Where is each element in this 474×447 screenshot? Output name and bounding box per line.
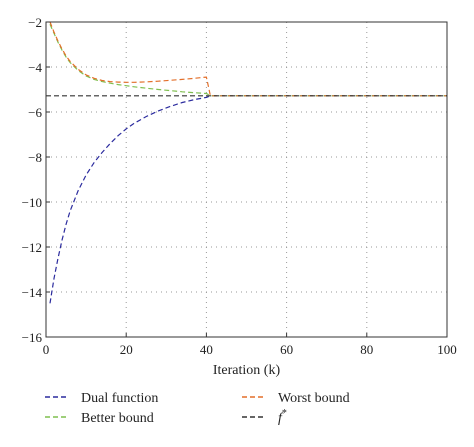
legend-label-f: f* [278, 408, 287, 426]
y-tick-label: −14 [22, 285, 43, 300]
series-line-better-bound [49, 24, 447, 97]
legend-label-better-bound: Better bound [81, 411, 154, 426]
x-tick-label: 20 [120, 342, 133, 357]
x-axis-label: Iteration (k) [213, 363, 281, 378]
x-tick-label: 80 [360, 342, 373, 357]
series-line-worst-bound [49, 21, 447, 97]
series-layer [46, 21, 447, 304]
y-tick-label: −6 [28, 105, 42, 120]
x-tick-label: 60 [280, 342, 293, 357]
y-tick-label: −12 [22, 240, 42, 255]
legend: Dual function Better bound Worst bound f* [45, 391, 350, 426]
legend-label-worst-bound: Worst bound [278, 391, 350, 406]
ticks: 0 20 40 60 80 100 −2 −4 −6 −8 −10 −12 −14 −16 [22, 15, 457, 357]
y-tick-label: −16 [22, 330, 43, 345]
series-line-dual-function [49, 95, 447, 304]
plot-frame [45, 21, 448, 338]
x-tick-label: 0 [43, 342, 50, 357]
x-tick-label: 100 [437, 342, 457, 357]
y-tick-label: −8 [28, 150, 42, 165]
grid [46, 22, 447, 337]
y-tick-label: −4 [28, 60, 42, 75]
y-tick-label: −10 [22, 195, 42, 210]
x-tick-label: 40 [200, 342, 213, 357]
legend-label-dual-function: Dual function [81, 391, 158, 406]
y-tick-label: −2 [28, 15, 42, 30]
